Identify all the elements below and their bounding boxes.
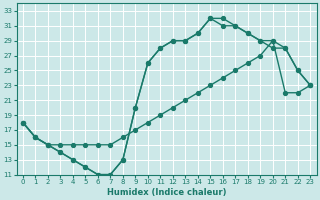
X-axis label: Humidex (Indice chaleur): Humidex (Indice chaleur) xyxy=(107,188,226,197)
